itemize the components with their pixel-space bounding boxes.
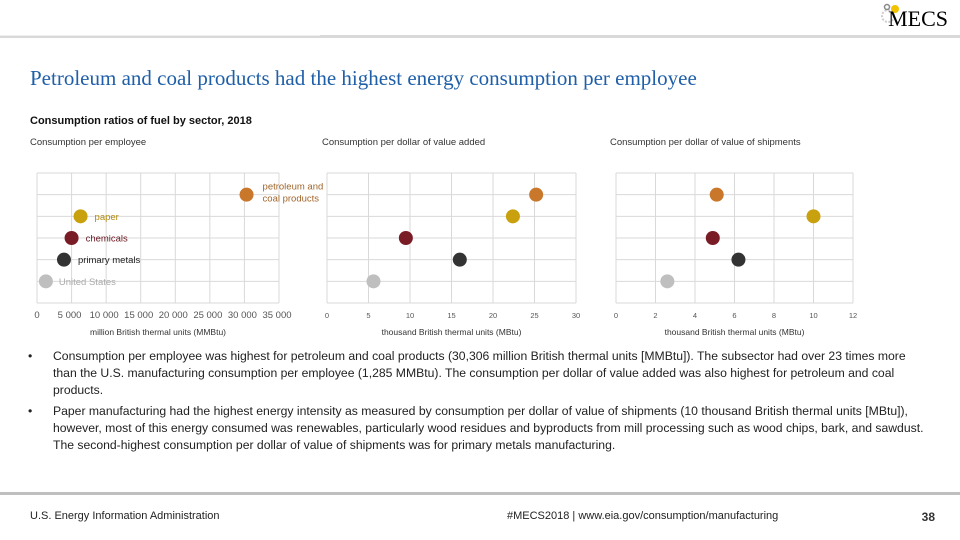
x-axis-label: thousand British thermal units (MBtu)	[665, 327, 805, 337]
x-tick-label: 25	[530, 311, 538, 320]
x-tick-label: 4	[693, 311, 697, 320]
data-point	[38, 274, 53, 289]
x-axis-label: thousand British thermal units (MBtu)	[382, 327, 522, 337]
x-tick-label: 8	[772, 311, 776, 320]
data-point	[705, 231, 720, 245]
header-divider	[0, 35, 960, 38]
data-point	[709, 187, 724, 202]
chart-title: Consumption per employee	[30, 137, 146, 148]
x-tick-label: 15	[447, 311, 455, 320]
chart-subtitle: Consumption ratios of fuel by sector, 20…	[30, 115, 252, 127]
x-tick-label: 10	[406, 311, 414, 320]
bullet-item: • Paper manufacturing had the highest ene…	[28, 403, 928, 454]
data-point	[239, 187, 254, 202]
data-point	[398, 231, 413, 245]
x-tick-label: 15 000	[124, 310, 153, 321]
chart-title: Consumption per dollar of value added	[322, 137, 485, 148]
footer-link[interactable]: #MECS2018 | www.eia.gov/consumption/manu…	[507, 510, 779, 522]
x-tick-label: 12	[849, 311, 857, 320]
data-point	[505, 209, 520, 224]
point-label: coal products	[263, 194, 320, 205]
mecs-logo: MECS	[888, 6, 948, 31]
x-axis-label: million British thermal units (MMBtu)	[90, 327, 226, 337]
header-divider-accent	[0, 35, 320, 36]
footer-agency: U.S. Energy Information Administration	[30, 510, 220, 522]
page-number: 38	[921, 510, 935, 524]
point-label: chemicals	[86, 234, 128, 245]
x-tick-label: 20	[489, 311, 497, 320]
data-point	[73, 209, 88, 224]
x-tick-label: 10	[809, 311, 817, 320]
charts-area: Consumption per employee 0 5 000 10 000 15 0…	[30, 137, 857, 337]
page-title: Petroleum and coal products had the high…	[30, 66, 697, 90]
x-tick-label: 25 000	[193, 310, 222, 321]
x-tick-label: 5 000	[58, 310, 82, 321]
data-point	[806, 209, 821, 224]
point-label: United States	[59, 277, 116, 288]
bullet-symbol: •	[28, 349, 33, 363]
point-label: paper	[95, 212, 119, 223]
data-point	[731, 252, 746, 267]
x-tick-label: 30	[572, 311, 580, 320]
bullet-symbol: •	[28, 404, 33, 418]
x-tick-label: 2	[653, 311, 657, 320]
x-tick-label: 10 000	[90, 310, 119, 321]
data-point	[660, 274, 675, 289]
x-tick-label: 6	[732, 311, 736, 320]
bullet-text: Paper manufacturing had the highest ener…	[53, 404, 924, 452]
gear-logo-icon	[881, 3, 899, 23]
footer-divider	[0, 492, 960, 495]
x-tick-label: 0	[325, 311, 329, 320]
chart-title: Consumption per dollar of value of shipm…	[610, 137, 801, 148]
data-point	[56, 252, 71, 267]
data-point	[366, 274, 381, 289]
bullet-list: • Consumption per employee was highest fo…	[28, 348, 928, 458]
x-tick-label: 30 000	[228, 310, 257, 321]
x-tick-label: 0	[614, 311, 618, 320]
point-label: petroleum and	[263, 182, 324, 193]
x-tick-label: 5	[366, 311, 370, 320]
data-point	[529, 187, 544, 202]
bullet-item: • Consumption per employee was highest fo…	[28, 348, 928, 399]
point-label: primary metals	[78, 255, 141, 266]
x-tick-label: 35 000	[262, 310, 291, 321]
x-tick-label: 20 000	[159, 310, 188, 321]
data-point	[452, 252, 467, 267]
data-point	[64, 231, 79, 245]
x-tick-label: 0	[34, 310, 39, 321]
bullet-text: Consumption per employee was highest for…	[53, 349, 906, 397]
